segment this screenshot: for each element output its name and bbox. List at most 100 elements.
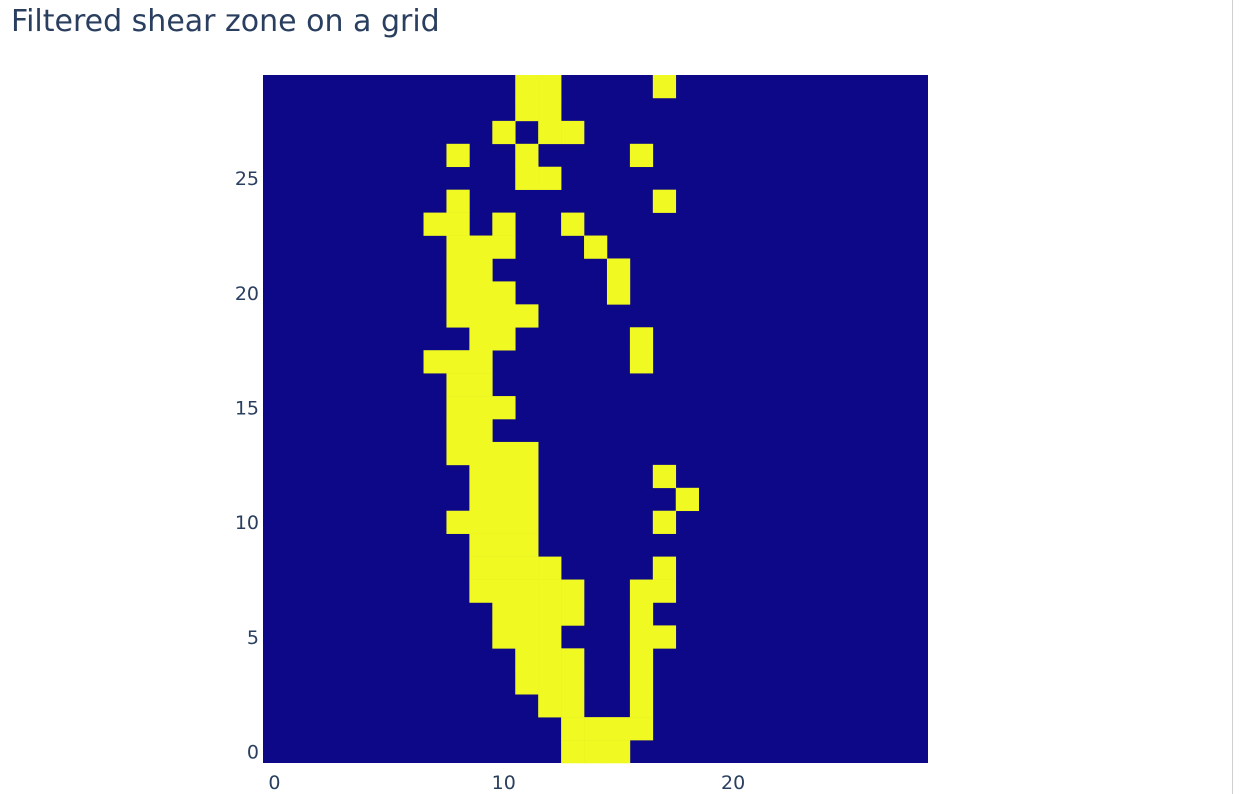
heatmap-cell: [629, 579, 654, 603]
heatmap-cell: [652, 579, 677, 603]
heatmap-cell: [492, 212, 516, 236]
heatmap-cell: [652, 556, 677, 580]
heatmap-cell: [515, 143, 539, 168]
heatmap-cell: [446, 143, 470, 168]
heatmap-cell: [606, 258, 631, 282]
heatmap-cell: [469, 487, 493, 512]
y-tick-label: 10: [235, 512, 259, 534]
heatmap-cell: [629, 671, 654, 695]
heatmap-cell: [469, 510, 493, 534]
heatmap-cell: [469, 464, 493, 489]
heatmap-cell: [652, 189, 677, 213]
heatmap-cell: [629, 694, 654, 718]
heatmap-cell: [629, 625, 654, 649]
heatmap-cell: [515, 556, 539, 580]
x-axis-ticks: 0 10 20: [268, 772, 745, 794]
heatmap-cell: [515, 304, 539, 328]
x-tick-label: 20: [721, 772, 745, 794]
heatmap-cell: [492, 235, 516, 259]
heatmap-cell: [629, 350, 654, 374]
heatmap-cell: [492, 556, 516, 580]
x-tick-label: 0: [268, 772, 280, 794]
heatmap-cell: [561, 212, 585, 236]
heatmap-cell: [446, 281, 470, 305]
heatmap-cell: [492, 304, 516, 328]
heatmap-cell: [469, 350, 493, 374]
x-tick-label: 10: [492, 772, 516, 794]
heatmap-cell: [629, 602, 654, 626]
heatmap-cell: [538, 556, 562, 580]
heatmap-cell: [675, 487, 699, 512]
heatmap-cell: [492, 120, 516, 145]
heatmap-cell: [492, 487, 516, 512]
heatmap-cell: [606, 281, 631, 305]
heatmap-cell: [584, 235, 608, 259]
heatmap-cell: [515, 487, 539, 512]
heatmap-cell: [538, 602, 562, 626]
heatmap-cell: [446, 212, 470, 236]
heatmap-cell: [446, 258, 470, 282]
heatmap-cell: [538, 648, 562, 672]
heatmap-cell: [446, 189, 470, 213]
heatmap-cell: [584, 717, 608, 741]
heatmap-cell: [492, 441, 516, 466]
heatmap-cell: [492, 510, 516, 534]
heatmap-cell: [515, 533, 539, 557]
heatmap-cell: [561, 602, 585, 626]
heatmap-cell: [492, 602, 516, 626]
heatmap-cell: [515, 510, 539, 534]
heatmap-cell: [652, 75, 677, 99]
heatmap-cell: [515, 75, 539, 99]
heatmap-cell: [515, 464, 539, 489]
heatmap-cell: [446, 350, 470, 374]
heatmap-cell: [561, 671, 585, 695]
heatmap-cells: [263, 75, 928, 764]
heatmap-cell: [469, 441, 493, 466]
heatmap-cell: [469, 396, 493, 420]
heatmap-cell: [446, 396, 470, 420]
heatmap-cell: [492, 579, 516, 603]
heatmap-cell: [469, 419, 493, 443]
heatmap-cell: [629, 648, 654, 672]
heatmap-cell: [515, 97, 539, 122]
heatmap-cell: [652, 464, 677, 489]
heatmap-cell: [423, 350, 447, 374]
heatmap-cell: [561, 579, 585, 603]
heatmap-cell: [469, 579, 493, 603]
heatmap-cell: [492, 281, 516, 305]
heatmap-cell: [515, 579, 539, 603]
heatmap-cell: [469, 258, 493, 282]
heatmap-cell: [446, 441, 470, 466]
heatmap-cell: [629, 717, 654, 741]
heatmap-cell: [492, 533, 516, 557]
heatmap-cell: [538, 97, 562, 122]
plot-background: [263, 75, 928, 763]
heatmap-cell: [515, 671, 539, 695]
heatmap-cell: [446, 510, 470, 534]
heatmap-cell: [606, 740, 631, 764]
heatmap-cell: [446, 373, 470, 397]
heatmap-cell: [561, 694, 585, 718]
heatmap-cell: [469, 327, 493, 351]
heatmap-cell: [515, 441, 539, 466]
y-tick-label: 25: [235, 168, 259, 190]
y-tick-label: 0: [247, 742, 259, 764]
heatmap-cell: [538, 625, 562, 649]
heatmap-cell: [492, 327, 516, 351]
heatmap-cell: [515, 648, 539, 672]
heatmap-cell: [469, 281, 493, 305]
heatmap-cell: [538, 694, 562, 718]
heatmap-cell: [561, 740, 585, 764]
y-tick-label: 5: [247, 627, 259, 649]
heatmap-cell: [469, 533, 493, 557]
heatmap-cell: [423, 212, 447, 236]
heatmap-cell: [469, 235, 493, 259]
heatmap-cell: [606, 717, 631, 741]
heatmap-cell: [492, 464, 516, 489]
heatmap-cell: [652, 510, 677, 534]
heatmap-cell: [469, 556, 493, 580]
heatmap-cell: [629, 327, 654, 351]
heatmap-cell: [538, 671, 562, 695]
heatmap-cell: [515, 602, 539, 626]
heatmap-cell: [629, 143, 654, 168]
